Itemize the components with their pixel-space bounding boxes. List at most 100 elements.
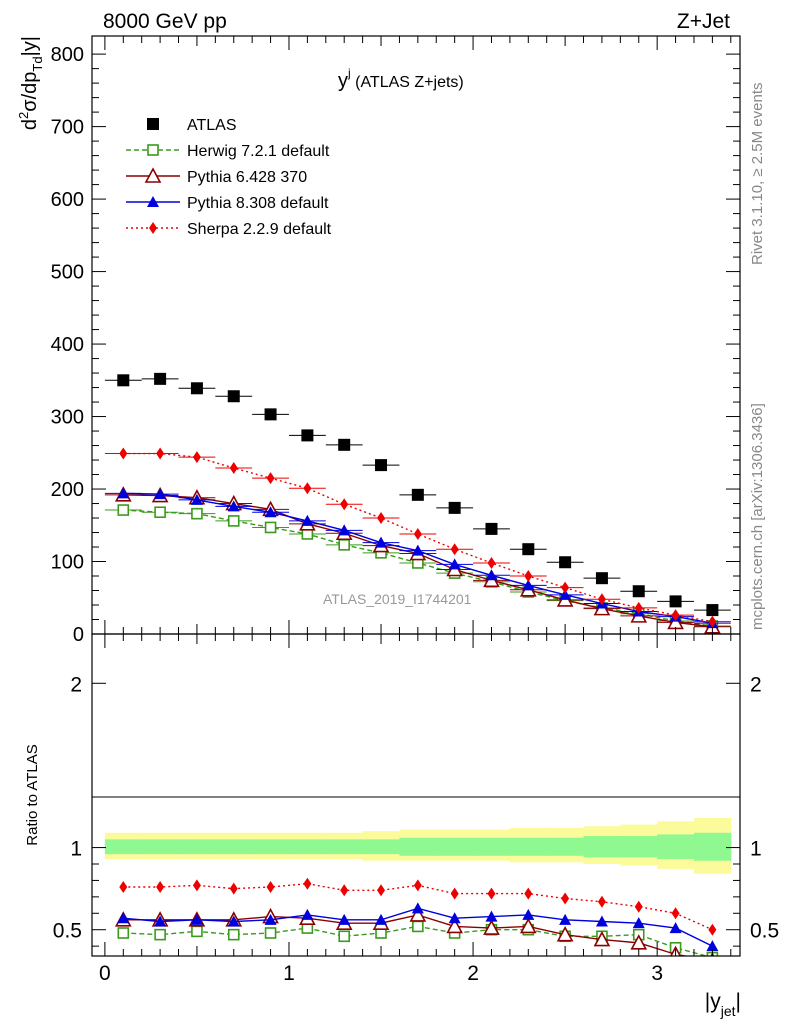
series-0 [104,372,731,617]
ratio-point [192,879,201,892]
data-point [669,595,682,608]
x-tick-label: 1 [283,962,295,985]
chart-title-sup: j [347,66,351,80]
ratio-point [409,906,427,922]
data-point [522,543,535,556]
data-point [559,556,572,569]
chart-title-suffix: (ATLAS Z+jets) [351,74,464,91]
ratio-point [264,913,277,925]
data-point [229,462,238,475]
uncertainty-band-inner [693,832,732,861]
data-point [485,522,498,535]
ratio-point [524,887,533,900]
ratio-point [227,915,240,927]
ratio-series-4 [119,877,717,936]
data-point [595,572,608,585]
data-point [154,488,167,500]
y-tick-label: 200 [51,479,84,501]
data-point [377,512,386,525]
data-point [524,570,533,583]
ratio-point [227,928,240,941]
uncertainty-band-inner [325,839,364,855]
legend-marker [147,118,159,130]
header-left: 8000 GeV pp [103,10,227,33]
series-4 [104,447,731,628]
data-point [303,482,312,495]
data-point [264,408,277,421]
data-point [190,493,203,505]
ratio-point [632,917,645,929]
legend-marker [149,222,157,234]
data-point [708,615,717,628]
y-tick-label: 800 [51,44,84,66]
data-point [338,539,351,551]
y-tick-label: 500 [51,262,84,284]
ratio-tick-label-left: 1 [70,838,82,861]
ratio-series-3 [117,902,719,952]
data-point [450,543,459,556]
legend-label: Pythia 8.308 default [187,195,329,212]
ratio-tick-label-right: 1 [750,838,762,861]
data-point [264,521,277,534]
uncertainty-band-inner [288,839,327,855]
uncertainty-band-inner [104,839,143,855]
legend: ATLAS Herwig 7.2.1 default Pythia 6.428 37… [126,117,332,238]
ratio-point [597,895,606,908]
main-ticks: 0 100 200 300 400 500 600 700 800 [51,36,740,646]
ratio-point [630,934,648,950]
data-point [706,604,719,617]
ratio-frame [91,633,741,957]
data-point [338,438,351,451]
ratio-tick-label-right: 0.5 [750,920,779,943]
data-point [597,593,606,606]
ratio-point [411,902,424,914]
uncertainty-band-inner [546,837,585,856]
legend-marker [147,196,159,207]
data-point [411,488,424,501]
chart-title-main: y [338,70,348,92]
data-point [117,487,130,499]
ratio-tick-label-left: 0.5 [53,920,82,943]
ratio-point [448,912,461,924]
ratio-point [338,913,351,925]
ratio-point [485,910,498,922]
y-tick-label: 700 [51,117,84,139]
svg-text:d2σ/dpTd|y|: d2σ/dpTd|y| [16,36,45,130]
legend-label: Pythia 6.428 370 [187,169,307,186]
ratio-tick-label-left: 2 [70,673,82,696]
y-tick-label: 100 [51,552,84,574]
ratio-series-layer [114,877,719,956]
ratio-ticks: 0.5 0.5 1 1 2 2 0 1 2 3 [53,634,779,985]
legend-label: Sherpa 2.2.9 default [187,221,332,238]
data-point [190,382,203,395]
uncertainty-band-inner [509,837,548,856]
ratio-point [264,927,277,939]
ratio-point [671,907,680,920]
ratio-point [117,927,130,939]
legend-label: Herwig 7.2.1 default [187,143,330,160]
legend-label: ATLAS [187,117,237,134]
data-point [154,372,167,385]
ratio-point [522,908,535,920]
watermark-label: ATLAS_2019_I1744201 [323,591,472,607]
y-tick-label: 600 [51,189,84,211]
ratio-point [303,877,312,890]
ratio-point [375,913,388,925]
ratio-series-2 [114,906,715,956]
data-point [561,581,570,594]
y-tick-label: 400 [51,334,84,356]
ratio-point [154,928,166,941]
ratio-point [450,887,459,900]
data-point [301,429,314,442]
data-point [375,459,388,472]
ratio-point [119,881,128,893]
data-point [266,472,275,485]
ratio-point [446,917,463,934]
ratio-point [191,925,203,938]
ratio-point [266,881,275,893]
ratio-point [593,930,611,947]
ratio-point [154,915,167,927]
ratio-point [556,925,574,942]
chart-title: yj (ATLAS Z+jets) [338,66,464,92]
